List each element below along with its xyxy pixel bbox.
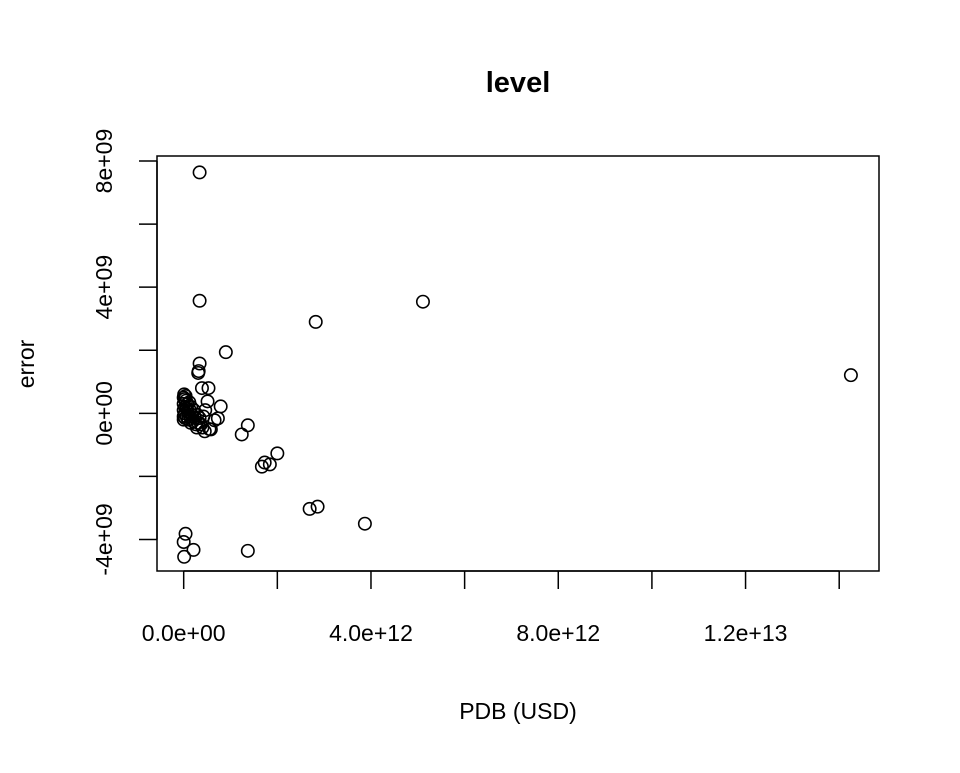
data-point — [213, 399, 228, 414]
data-points — [176, 165, 858, 564]
data-point — [198, 403, 213, 418]
data-point — [270, 446, 285, 461]
data-point — [192, 356, 207, 371]
data-point — [177, 387, 192, 402]
chart-title: level — [486, 67, 551, 99]
y-axis-label: error — [13, 339, 39, 388]
y-tick-label: 0e+00 — [91, 381, 117, 446]
data-point — [192, 293, 207, 308]
data-point — [240, 418, 255, 433]
data-point — [310, 499, 325, 514]
data-point — [192, 165, 207, 180]
y-tick-label: -4e+09 — [91, 503, 117, 575]
data-point — [201, 381, 216, 396]
y-axis: -4e+09 0e+00 4e+09 8e+09 — [91, 129, 158, 576]
data-point — [210, 411, 225, 426]
x-axis-label: PDB (USD) — [459, 698, 577, 724]
data-point — [177, 549, 192, 564]
data-point — [262, 457, 277, 472]
x-tick-label: 1.2e+13 — [704, 620, 788, 646]
x-tick-label: 0.0e+00 — [142, 620, 226, 646]
data-point — [240, 543, 255, 558]
data-point — [218, 345, 233, 360]
data-point — [189, 420, 204, 435]
data-point — [194, 381, 209, 396]
x-tick-label: 4.0e+12 — [329, 620, 413, 646]
data-point — [200, 394, 215, 409]
data-point — [178, 388, 193, 403]
data-point — [196, 409, 211, 424]
y-tick-label: 8e+09 — [91, 129, 117, 194]
data-point — [178, 526, 193, 541]
y-tick-label: 4e+09 — [91, 255, 117, 320]
data-point — [415, 294, 430, 309]
data-point — [234, 427, 249, 442]
data-point — [308, 314, 323, 329]
data-point — [302, 501, 317, 516]
data-point — [254, 459, 269, 474]
x-axis: 0.0e+00 4.0e+12 8.0e+12 1.2e+13 — [142, 570, 840, 646]
plot-frame — [156, 155, 880, 572]
data-point — [176, 534, 191, 549]
x-tick-label: 8.0e+12 — [516, 620, 600, 646]
data-point — [357, 516, 372, 531]
data-point — [195, 420, 210, 435]
data-point — [843, 368, 858, 383]
data-point — [186, 542, 201, 557]
data-point — [191, 365, 206, 380]
